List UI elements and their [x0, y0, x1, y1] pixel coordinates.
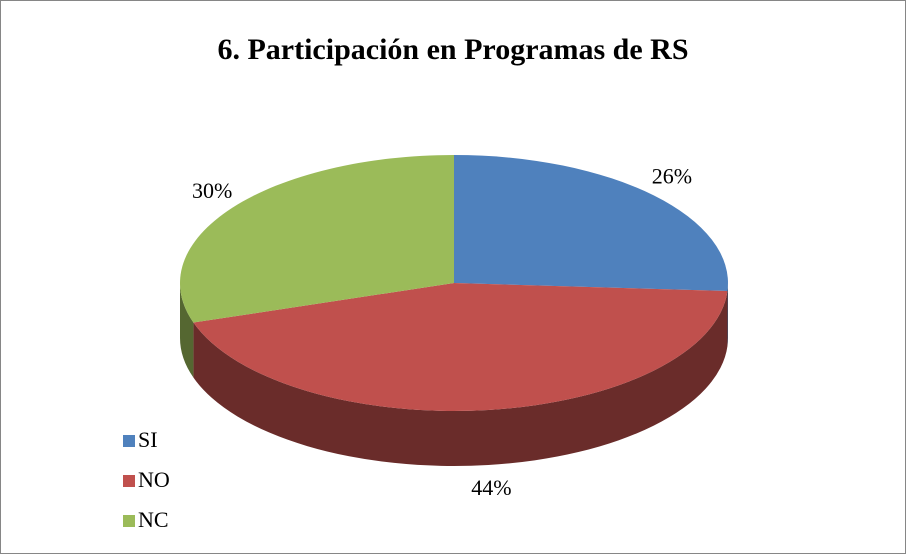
legend-swatch: [123, 515, 135, 527]
chart-title: 6. Participación en Programas de RS: [217, 33, 688, 66]
slice-side: [727, 283, 728, 347]
data-label: 26%: [652, 163, 692, 188]
legend-label: NC: [138, 507, 169, 532]
slice: [193, 283, 728, 412]
slice-side: [193, 291, 728, 467]
data-label: 30%: [192, 178, 232, 203]
slice: [179, 155, 454, 323]
legend-swatch: [123, 435, 135, 447]
legend-label: SI: [138, 427, 158, 452]
data-label: 44%: [471, 475, 511, 500]
legend-swatch: [123, 475, 135, 487]
slice-side: [180, 283, 194, 378]
slice: [454, 155, 728, 292]
legend-label: NO: [138, 467, 170, 492]
